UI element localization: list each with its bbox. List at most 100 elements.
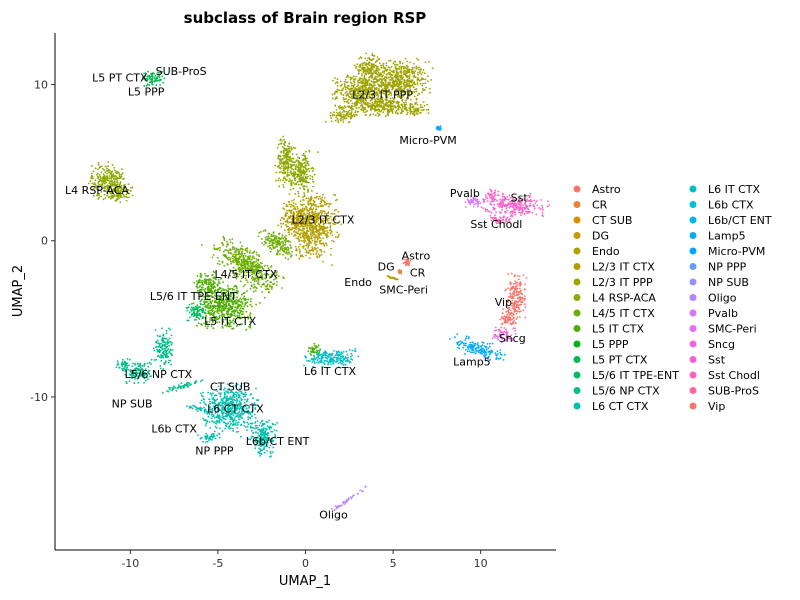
- cell-point: [294, 208, 297, 211]
- cell-point: [298, 157, 301, 160]
- cell-point: [390, 73, 392, 75]
- cell-point: [416, 83, 419, 86]
- cell-point: [253, 257, 256, 260]
- cell-point: [387, 87, 389, 89]
- cell-point: [360, 108, 362, 111]
- cell-point: [380, 81, 383, 83]
- cell-point: [378, 58, 381, 60]
- cell-point: [391, 84, 393, 87]
- cell-point: [284, 177, 287, 180]
- cell-point: [223, 264, 226, 267]
- cell-point: [297, 170, 299, 173]
- cell-point: [110, 181, 113, 183]
- cell-point: [291, 161, 294, 163]
- cell-point: [294, 227, 297, 230]
- cell-point: [275, 171, 278, 174]
- cell-point: [199, 275, 202, 277]
- cell-point: [305, 160, 308, 162]
- cell-point: [221, 307, 224, 310]
- cell-point: [242, 285, 245, 288]
- cell-point: [290, 184, 293, 186]
- cell-point: [273, 282, 276, 285]
- cell-point: [295, 237, 298, 240]
- cell-point: [386, 111, 389, 114]
- cell-point: [376, 98, 379, 101]
- cell-point: [201, 317, 204, 320]
- cell-point: [287, 248, 290, 251]
- cell-point: [416, 113, 419, 115]
- cell-point: [364, 81, 366, 83]
- cell-point: [415, 112, 418, 115]
- cell-point: [192, 306, 195, 309]
- cell-point: [277, 143, 280, 146]
- cell-point: [385, 96, 388, 99]
- cell-point: [314, 210, 317, 213]
- cell-point: [231, 246, 234, 249]
- cell-point: [243, 305, 246, 308]
- cell-point: [327, 202, 329, 205]
- cell-point: [403, 71, 406, 73]
- cell-point: [383, 77, 385, 80]
- chart-title: subclass of Brain region RSP: [184, 9, 427, 27]
- cell-point: [270, 233, 273, 236]
- cell-point: [308, 181, 310, 184]
- cell-point: [333, 111, 335, 114]
- cell-point: [241, 248, 244, 250]
- cell-point: [323, 251, 326, 253]
- cell-point: [231, 303, 234, 306]
- cell-point: [379, 91, 382, 93]
- cell-point: [297, 237, 299, 240]
- cell-point: [253, 283, 255, 286]
- cell-point: [240, 309, 243, 312]
- cell-point: [264, 285, 267, 288]
- cell-point: [278, 233, 280, 236]
- cell-point: [223, 239, 226, 242]
- cell-point: [237, 248, 240, 251]
- cell-point: [301, 204, 303, 207]
- cell-point: [392, 108, 394, 110]
- cell-point: [383, 87, 386, 90]
- cell-point: [303, 173, 305, 176]
- cell-point: [380, 66, 383, 69]
- cell-point: [126, 358, 129, 360]
- cell-point: [305, 234, 308, 237]
- cell-point: [366, 59, 369, 62]
- cell-point: [210, 284, 212, 287]
- cell-point: [371, 90, 373, 93]
- cell-point: [369, 83, 372, 85]
- cell-point: [245, 328, 248, 331]
- cell-point: [211, 309, 214, 312]
- cell-point: [411, 105, 414, 107]
- cell-point: [267, 235, 270, 238]
- cell-point: [401, 91, 404, 93]
- cell-point: [374, 77, 377, 80]
- cell-point: [424, 82, 427, 85]
- cell-point: [355, 107, 358, 110]
- cell-point: [368, 90, 371, 93]
- cell-point: [243, 292, 246, 294]
- cell-point: [264, 229, 267, 232]
- cell-point: [346, 75, 349, 77]
- cell-point: [354, 105, 356, 108]
- cell-point: [127, 364, 130, 367]
- cell-point: [139, 364, 142, 367]
- cell-point: [246, 305, 249, 308]
- cell-point: [352, 75, 355, 78]
- cell-point: [429, 91, 431, 94]
- cell-point: [197, 310, 199, 313]
- cell-point: [399, 83, 402, 86]
- cell-point: [356, 88, 359, 91]
- cell-point: [384, 98, 387, 101]
- cell-point: [168, 341, 171, 344]
- cell-point: [397, 92, 400, 95]
- cell-point: [422, 101, 425, 103]
- cell-point: [303, 245, 305, 247]
- cell-point: [415, 67, 418, 70]
- cell-point: [275, 179, 277, 182]
- cell-point: [309, 177, 312, 180]
- cell-point: [394, 79, 397, 81]
- cell-point: [336, 236, 339, 239]
- cell-point: [356, 111, 359, 113]
- cell-point: [278, 177, 280, 180]
- cell-point: [152, 80, 154, 82]
